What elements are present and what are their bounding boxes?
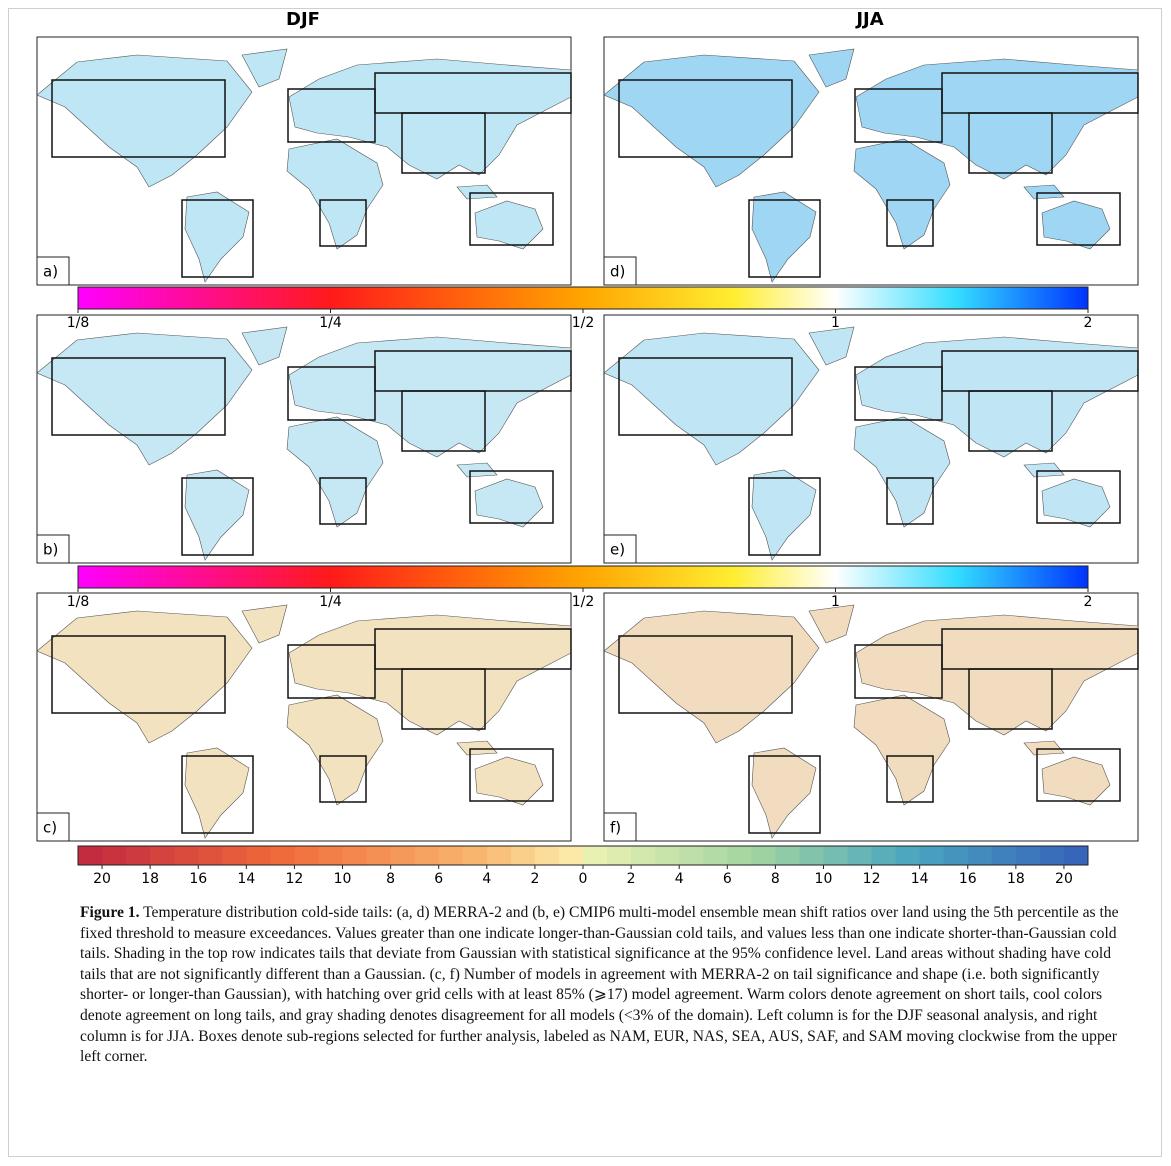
colorbar-cell bbox=[968, 846, 993, 865]
page: {"column_titles": ["DJF", "JJA"], "panel… bbox=[0, 0, 1171, 1166]
tick-label: 8 bbox=[386, 871, 395, 887]
tick-label: 1 bbox=[831, 315, 840, 331]
tick-label: 6 bbox=[434, 871, 443, 887]
panel-label: e) bbox=[610, 541, 625, 559]
colorbar-cell bbox=[391, 846, 416, 865]
colorbar-cell bbox=[511, 846, 536, 865]
tick-label: 14 bbox=[237, 871, 255, 887]
panel-label: d) bbox=[610, 263, 625, 281]
tick-label: 1/4 bbox=[319, 315, 342, 331]
colorbar-cell bbox=[198, 846, 223, 865]
colorbar-cell bbox=[799, 846, 824, 865]
tick-label: 1/4 bbox=[319, 594, 342, 610]
panel-label: c) bbox=[43, 819, 57, 837]
colorbar-cell bbox=[343, 846, 368, 865]
colorbar-cell bbox=[944, 846, 969, 865]
tick-label: 2 bbox=[1084, 315, 1093, 331]
colorbar-cell bbox=[1040, 846, 1065, 865]
column-title: DJF bbox=[286, 9, 320, 30]
caption-label: Figure 1. bbox=[80, 904, 139, 921]
colorbar-cell bbox=[294, 846, 319, 865]
tick-label: 10 bbox=[815, 871, 833, 887]
map-panel: d) bbox=[604, 37, 1144, 285]
tick-label: 16 bbox=[959, 871, 977, 887]
tick-label: 1/8 bbox=[67, 315, 90, 331]
tick-label: 18 bbox=[141, 871, 159, 887]
colorbar bbox=[78, 287, 1088, 309]
colorbar-cell bbox=[270, 846, 295, 865]
map-panel: e) bbox=[594, 315, 1138, 563]
tick-label: 1 bbox=[831, 594, 840, 610]
colorbar-cell bbox=[246, 846, 271, 865]
colorbar-cell bbox=[78, 846, 103, 865]
colorbar-cell bbox=[102, 846, 127, 865]
colorbar-cell bbox=[367, 846, 392, 865]
colorbar-cell bbox=[631, 846, 656, 865]
colorbar-cell bbox=[727, 846, 752, 865]
colorbar-cell bbox=[848, 846, 873, 865]
map-panel: b) bbox=[27, 315, 571, 563]
column-title: JJA bbox=[854, 9, 883, 30]
caption-text: Temperature distribution cold-side tails… bbox=[80, 904, 1119, 1065]
tick-label: 2 bbox=[627, 871, 636, 887]
tick-label: 2 bbox=[530, 871, 539, 887]
colorbar-cell bbox=[222, 846, 247, 865]
tick-label: 20 bbox=[93, 871, 111, 887]
tick-label: 18 bbox=[1007, 871, 1025, 887]
map-panel: a) bbox=[27, 37, 571, 285]
panel-label: a) bbox=[43, 263, 58, 281]
colorbar-cell bbox=[872, 846, 897, 865]
colorbar-cell bbox=[126, 846, 151, 865]
panel-label: b) bbox=[43, 541, 58, 559]
colorbar-cell bbox=[920, 846, 945, 865]
tick-label: 4 bbox=[482, 871, 491, 887]
colorbar-cell bbox=[896, 846, 921, 865]
caption: Figure 1. Temperature distribution cold-… bbox=[80, 903, 1140, 1068]
tick-label: 2 bbox=[1084, 594, 1093, 610]
colorbar-cell bbox=[463, 846, 488, 865]
tick-label: 12 bbox=[863, 871, 881, 887]
colorbar-cell bbox=[174, 846, 199, 865]
colorbar-cell bbox=[1016, 846, 1041, 865]
colorbar-cell bbox=[150, 846, 175, 865]
map-panel: f) bbox=[604, 593, 1138, 841]
colorbar-cell bbox=[751, 846, 776, 865]
colorbar-cell bbox=[703, 846, 728, 865]
colorbar-cell bbox=[415, 846, 440, 865]
colorbar-cell bbox=[1064, 846, 1089, 865]
colorbar-cell bbox=[535, 846, 560, 865]
tick-label: 1/2 bbox=[572, 594, 595, 610]
colorbar bbox=[78, 566, 1088, 588]
tick-label: 12 bbox=[286, 871, 304, 887]
tick-label: 4 bbox=[675, 871, 684, 887]
tick-label: 1/2 bbox=[572, 315, 595, 331]
tick-label: 20 bbox=[1055, 871, 1073, 887]
colorbar-cell bbox=[559, 846, 584, 865]
tick-label: 8 bbox=[771, 871, 780, 887]
colorbar-cell bbox=[992, 846, 1017, 865]
colorbar-cell bbox=[679, 846, 704, 865]
colorbar-cell bbox=[318, 846, 343, 865]
colorbar-cell bbox=[487, 846, 512, 865]
tick-label: 0 bbox=[579, 871, 588, 887]
panel-label: f) bbox=[610, 819, 621, 837]
tick-label: 6 bbox=[723, 871, 732, 887]
colorbar-cell bbox=[655, 846, 680, 865]
tick-label: 14 bbox=[911, 871, 929, 887]
colorbar-cell bbox=[607, 846, 632, 865]
map-panel: c) bbox=[37, 593, 571, 841]
colorbar-cell bbox=[439, 846, 464, 865]
colorbar-cell bbox=[583, 846, 608, 865]
colorbar-cell bbox=[823, 846, 848, 865]
colorbar-cell bbox=[775, 846, 800, 865]
tick-label: 1/8 bbox=[67, 594, 90, 610]
tick-label: 16 bbox=[189, 871, 207, 887]
tick-label: 10 bbox=[334, 871, 352, 887]
